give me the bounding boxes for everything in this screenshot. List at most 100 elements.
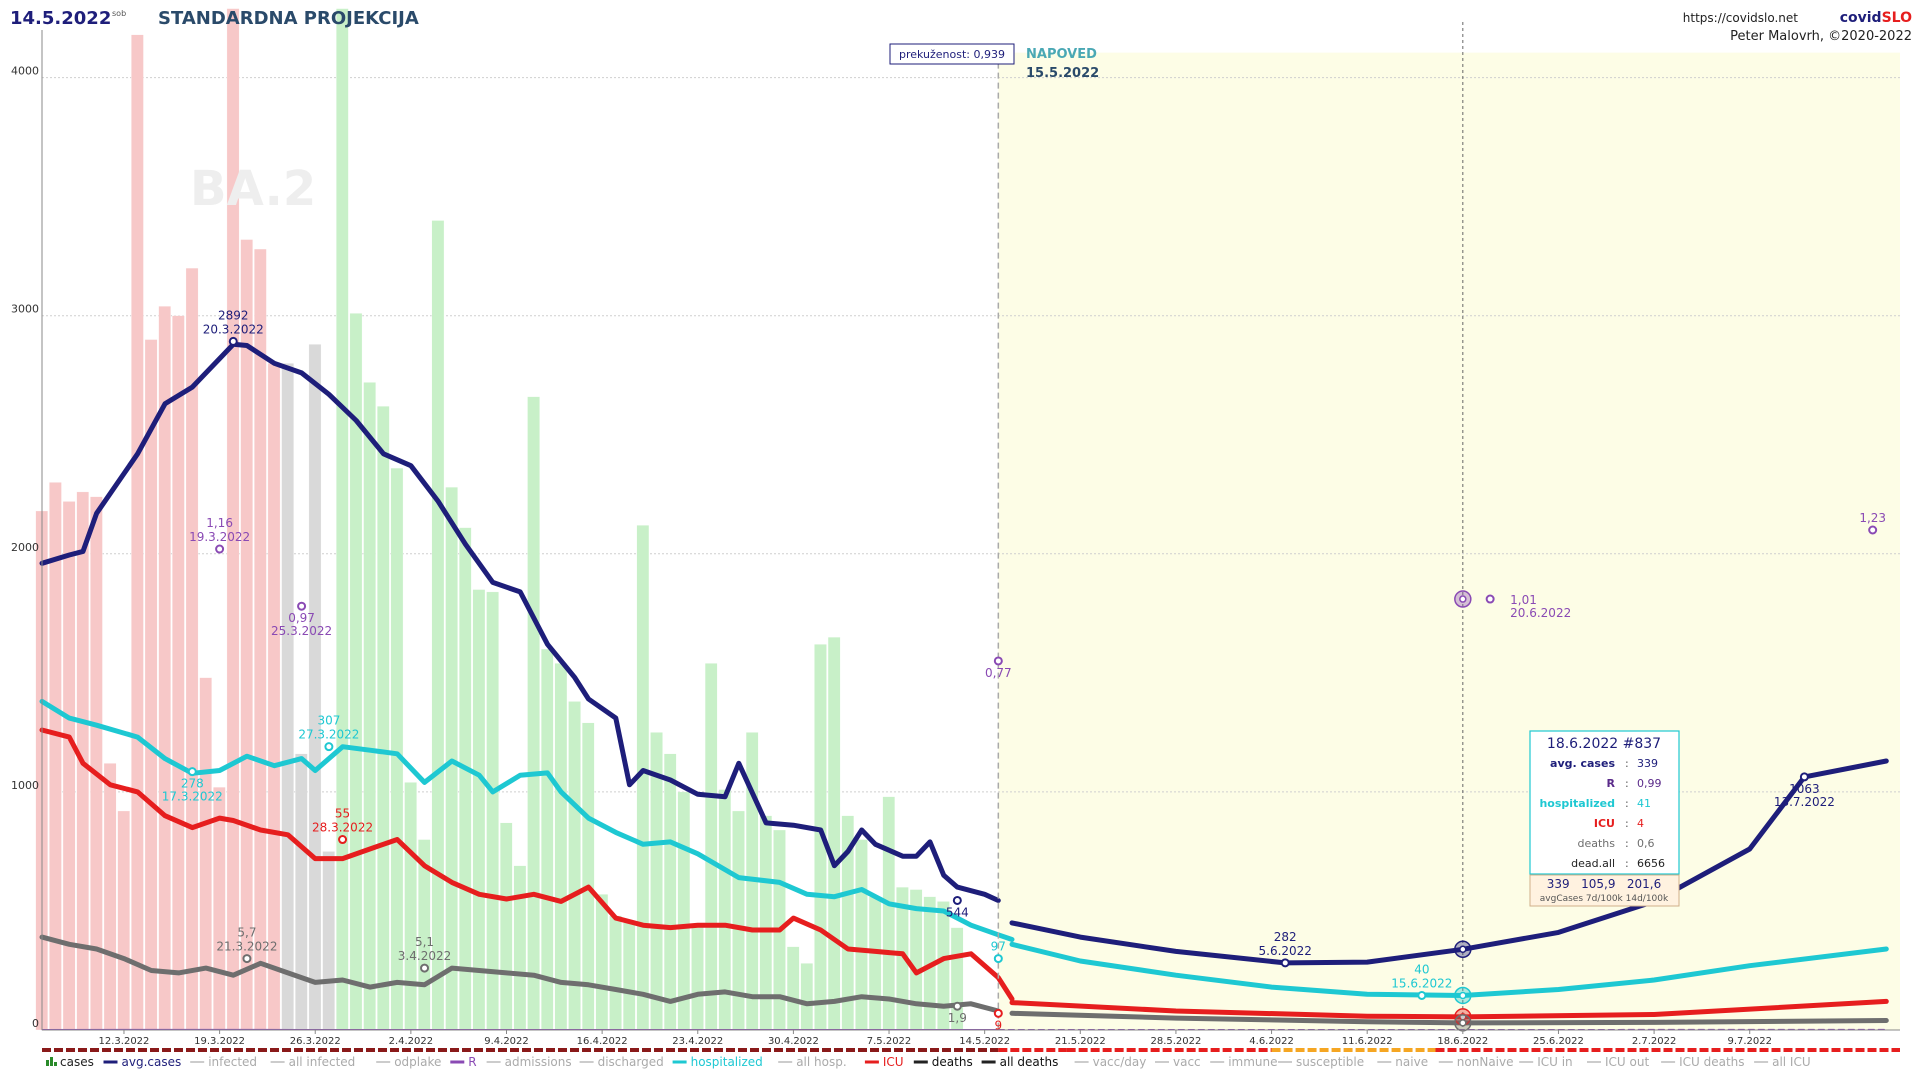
tooltip-row-value: 339 [1637, 757, 1658, 770]
annotation-value: 1063 [1789, 782, 1820, 796]
y-tick-label: 4000 [11, 65, 39, 78]
annotation-point [1417, 990, 1427, 1000]
legend-item-label: hospitalized [691, 1055, 763, 1069]
annotation-point [1280, 958, 1290, 968]
annotation-point [1868, 525, 1878, 535]
tooltip-row-sep: : [1625, 797, 1629, 810]
tooltip-row-label: R [1607, 777, 1616, 790]
annotation-date: 5.6.2022 [1259, 944, 1312, 958]
tooltip-row-value: 0,99 [1637, 777, 1662, 790]
x-tick-label: 28.5.2022 [1150, 1036, 1201, 1047]
header-day: sob [112, 9, 126, 18]
annotation-value: 55 [335, 807, 350, 821]
annotation-value: 1,9 [948, 1011, 967, 1025]
tooltip-row-label: ICU [1594, 817, 1615, 830]
tooltip-row-sep: : [1625, 837, 1629, 850]
case-bar [595, 894, 609, 1031]
case-bar [117, 810, 130, 1031]
case-bar [131, 34, 144, 1031]
series-avg-cases [39, 341, 1001, 903]
forecast-date: 15.5.2022 [1026, 66, 1099, 81]
tooltip-footer-box [1529, 874, 1680, 907]
annotation-value: 1,01 [1510, 593, 1537, 607]
tooltip-footer-labels: avgCases 7d/100k 14d/100k [1540, 894, 1669, 904]
value-tooltip: 18.6.2022 #837 avg. cases:339R:0,99hospi… [1529, 730, 1680, 907]
annotation-value: 282 [1274, 930, 1297, 944]
case-bar [691, 925, 704, 1031]
annotation-point [242, 954, 252, 964]
x-tick-label: 18.6.2022 [1437, 1036, 1488, 1047]
annotation-date: 25.3.2022 [271, 624, 332, 638]
tooltip-row-value: 0,6 [1637, 837, 1655, 850]
annotation-value: 2892 [218, 308, 249, 322]
series-icu-forecast [1009, 998, 1889, 1020]
x-tick-label: 7.5.2022 [867, 1036, 912, 1047]
tooltip-row-value: 4 [1637, 817, 1644, 830]
annotation-point [993, 656, 1003, 666]
tooltip-row-label: avg. cases [1550, 757, 1615, 770]
x-tick-label: 9.4.2022 [484, 1036, 529, 1047]
annotation-point [993, 1008, 1003, 1018]
annotation-point [952, 1001, 962, 1011]
series-hospitalized-forecast [1009, 941, 1889, 998]
tooltip-row-label: dead.all [1571, 857, 1615, 870]
legend-item-label: odplake [394, 1055, 441, 1069]
x-tick-label: 26.3.2022 [290, 1036, 341, 1047]
annotation-point [420, 963, 430, 973]
legend-item-label: ICU deaths [1679, 1055, 1744, 1069]
case-bar [541, 648, 554, 1031]
cursor-dot [1459, 595, 1467, 603]
case-bar [622, 922, 636, 1031]
recovered-label: prekuženost: 0,939 [899, 48, 1005, 61]
case-bar [267, 363, 281, 1031]
case-bar [472, 589, 486, 1031]
case-bar [336, 8, 349, 1031]
x-tick-label: 21.5.2022 [1055, 1036, 1106, 1047]
annotation-point [187, 767, 197, 777]
case-bar [527, 396, 540, 1031]
x-tick-label: 11.6.2022 [1342, 1036, 1393, 1047]
case-bar [827, 636, 841, 1031]
annotation-value: 1,16 [206, 516, 233, 530]
tooltip-row-sep: : [1625, 777, 1629, 790]
case-bar [213, 786, 226, 1031]
y-tick-label: 0 [32, 1017, 39, 1030]
legend-bars-icon [50, 1057, 53, 1066]
header-url[interactable]: https://covidslo.net [1683, 11, 1799, 25]
case-bar [513, 865, 527, 1031]
annotation-value: 5,7 [237, 926, 256, 940]
annotation-date: 15.6.2022 [1391, 976, 1452, 990]
tooltip-row-value: 41 [1637, 797, 1651, 810]
x-tick-label: 12.3.2022 [99, 1036, 150, 1047]
series-deaths-forecast [1009, 1010, 1889, 1026]
annotation-date: 21.3.2022 [216, 940, 277, 954]
case-bar [199, 677, 212, 1031]
legend-item-label: avg.cases [122, 1055, 182, 1069]
annotation-point [215, 544, 225, 554]
tooltip-row-label: hospitalized [1539, 797, 1615, 810]
case-bar [377, 406, 390, 1031]
x-tick-label: 4.6.2022 [1249, 1036, 1294, 1047]
annotation-point [952, 895, 962, 905]
case-bar [800, 963, 814, 1031]
annotation-value: 544 [946, 905, 969, 919]
daily-cases-bars [35, 8, 964, 1031]
annotation-value: 1,23 [1859, 511, 1886, 525]
annotation-point [1799, 772, 1809, 782]
tooltip-row-value: 6656 [1637, 857, 1665, 870]
annotation-value: 97 [991, 940, 1006, 954]
x-tick-label: 19.3.2022 [194, 1036, 245, 1047]
series-hospitalized [39, 698, 1015, 942]
legend-bars-icon [54, 1062, 57, 1066]
cursor-dot [1459, 945, 1467, 954]
annotation-date: 27.3.2022 [298, 728, 359, 742]
cursor-dot [1459, 991, 1467, 1000]
x-tick-label: 30.4.2022 [768, 1036, 819, 1047]
y-tick-label: 3000 [11, 303, 39, 316]
annotation-date: 20.3.2022 [203, 322, 264, 336]
annotation-point [338, 835, 348, 845]
case-bar [486, 591, 499, 1031]
case-bar [868, 896, 882, 1031]
recovered-box [889, 43, 1015, 65]
